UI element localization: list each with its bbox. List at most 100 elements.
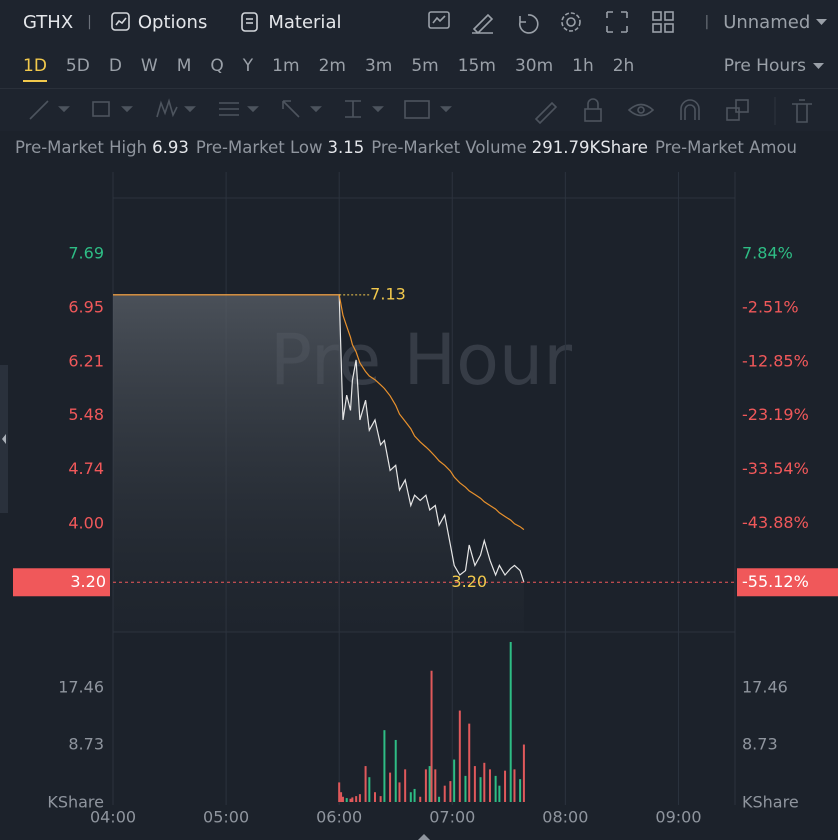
session-dropdown-arrow[interactable] [812, 61, 826, 71]
volume-bar [340, 792, 343, 802]
x-tick-label: 05:00 [203, 808, 249, 827]
y-tick-label: 6.95 [68, 298, 104, 317]
separator: | [87, 14, 92, 30]
volume-bar [509, 641, 512, 802]
volume-bar [468, 723, 471, 802]
material-icon [241, 12, 259, 32]
volume-bar [479, 777, 482, 802]
volume-bar [404, 769, 407, 802]
layout-dropdown-arrow[interactable] [815, 17, 829, 27]
y-tick-label: 8.73 [68, 734, 104, 753]
timeframe-bar: 1D 5D D W M Q Y 1m 2m 3m 5m 15m 30m 1h 2h Pre Hours [0, 44, 838, 88]
volume-bar [383, 730, 386, 802]
session-select[interactable]: Pre Hours [723, 56, 806, 76]
volume-bar [394, 739, 397, 802]
volume-bar [358, 794, 361, 802]
volume-bar [449, 781, 452, 802]
last-price-box [13, 568, 110, 597]
volume-bar [473, 766, 476, 802]
volume-bar [458, 710, 461, 802]
volume-bar [519, 779, 522, 802]
volume-bar [341, 796, 344, 802]
volume-bar [453, 759, 456, 802]
volume-bar [483, 762, 486, 802]
x-tick-label: 09:00 [655, 808, 701, 827]
timeframe-option[interactable]: 1D [23, 56, 47, 82]
last-change-box [737, 568, 838, 597]
drawing-toolbar [0, 88, 838, 131]
stat-value: 3.15 [327, 138, 365, 157]
volume-bar [419, 796, 422, 802]
volume-bar [504, 770, 507, 802]
y2-tick-label: -2.51% [742, 297, 799, 316]
volume-bar [522, 744, 525, 802]
symbol[interactable]: GTHX [23, 11, 74, 33]
x-tick-label: 07:00 [429, 808, 475, 827]
x-tick-label: 04:00 [90, 808, 136, 827]
y-tick-label: 4.74 [68, 459, 104, 478]
timeframe-option[interactable]: W [140, 56, 158, 76]
volume-bar [338, 782, 341, 802]
stat-label: Pre-Market Volume [371, 138, 527, 157]
layout-name[interactable]: Unnamed [723, 11, 811, 33]
volume-bar [430, 670, 433, 802]
volume-bar [498, 785, 501, 802]
timeframe-option[interactable]: 1m [272, 56, 300, 76]
volume-bar [424, 769, 427, 802]
timeframe-option[interactable]: M [176, 56, 192, 76]
stats-row: Pre-Market High 6.93 Pre-Market Low 3.15 Pre… [15, 138, 838, 164]
annotation-label: 7.13 [370, 284, 406, 303]
volume-bar [488, 769, 491, 802]
x-tick-label: 06:00 [316, 808, 362, 827]
volume-bar [398, 782, 401, 802]
time-cursor-marker [418, 834, 430, 840]
last-price-label: 3.20 [70, 572, 106, 591]
timeframe-option[interactable]: 2m [318, 56, 346, 76]
stat-label: Pre-Market High [15, 138, 148, 157]
side-handle-arrow [2, 434, 6, 444]
volume-bar [428, 766, 431, 802]
timeframe-option[interactable]: Y [242, 56, 254, 76]
volume-bar [349, 798, 352, 802]
y2-axis-label: KShare [742, 793, 799, 812]
stat-label: Pre-Market Low [195, 138, 323, 157]
volume-bar [513, 769, 516, 802]
y2-tick-label: -23.19% [742, 405, 809, 424]
stat-label: Pre-Market Amou [654, 138, 798, 157]
volume-bar [409, 792, 412, 802]
timeframe-option[interactable]: D [108, 56, 122, 76]
timeframe-option[interactable]: 15m [457, 56, 496, 76]
timeframe-option[interactable]: 30m [514, 56, 554, 76]
material-button[interactable]: Material [268, 11, 342, 33]
timeframe-option[interactable]: 1h [572, 56, 594, 76]
stat-value: 291.79KShare [531, 138, 648, 157]
volume-bar [389, 772, 392, 802]
y-tick-label: 6.21 [68, 352, 104, 371]
volume-bar [355, 796, 358, 802]
price-area [113, 294, 524, 632]
timeframe-option[interactable]: 5m [411, 56, 439, 76]
timeframe-option[interactable]: 2h [612, 56, 635, 76]
volume-bar [413, 788, 416, 802]
volume-bar [373, 792, 376, 802]
y2-tick-label: -43.88% [742, 513, 809, 532]
volume-bar [368, 777, 371, 802]
volume-bar [364, 766, 367, 802]
timeframe-option[interactable]: 5D [65, 56, 90, 76]
options-icon [111, 12, 130, 31]
x-tick-label: 08:00 [542, 808, 588, 827]
drawing-tools [29, 97, 812, 125]
y2-tick-label: 7.84% [742, 243, 793, 262]
y-tick-label: 4.00 [68, 513, 104, 532]
separator: | [704, 14, 710, 30]
volume-bar [345, 798, 348, 802]
stat-value: 6.93 [152, 138, 189, 157]
top-bar: GTHX | Options Material | Unnamed [0, 0, 838, 44]
volume-bar [438, 796, 441, 802]
timeframe-option[interactable]: 3m [364, 56, 393, 76]
y2-tick-label: 17.46 [742, 677, 788, 696]
volume-bar [443, 785, 446, 802]
options-button[interactable]: Options [137, 11, 208, 33]
timeframe-option[interactable]: Q [210, 56, 224, 76]
